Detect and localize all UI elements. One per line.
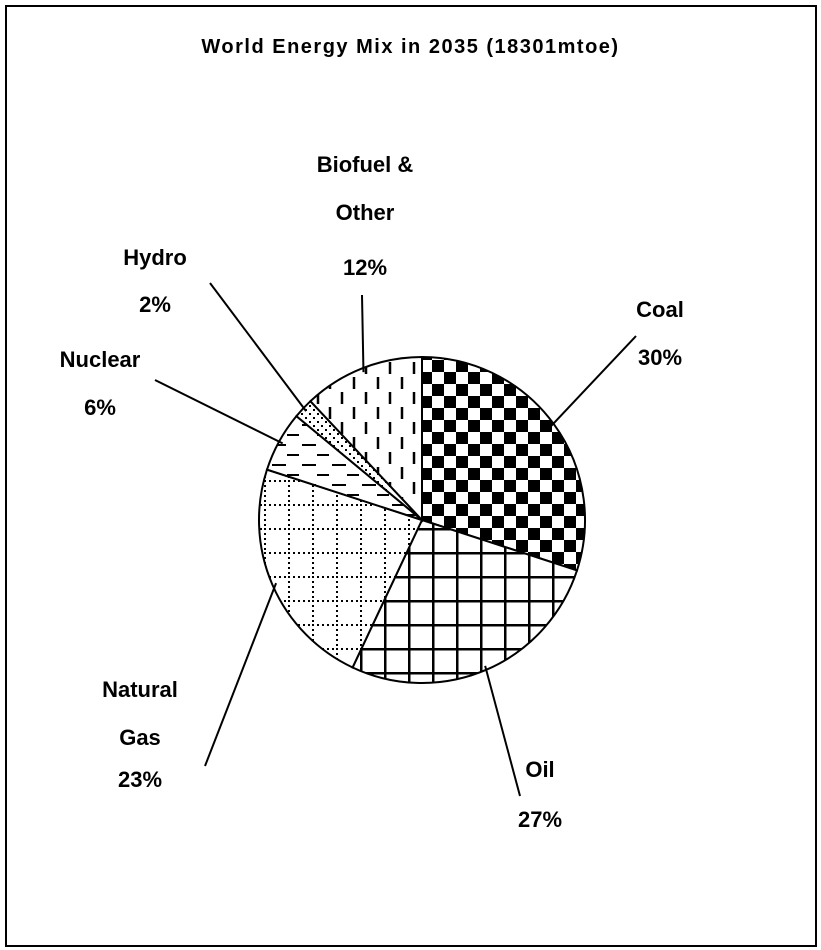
leader-line — [154, 379, 284, 445]
leader-line — [209, 282, 307, 412]
leader-line — [484, 665, 521, 797]
chart-frame — [5, 5, 817, 947]
pie-slice — [258, 468, 424, 669]
pie-slice — [309, 355, 423, 523]
slice-label: Biofuel & Other — [316, 152, 414, 225]
leader-line — [361, 294, 365, 373]
value-label: 23% — [117, 767, 163, 792]
leader-line — [549, 335, 637, 428]
value-label: 27% — [517, 807, 563, 832]
leader-line — [204, 582, 278, 767]
slice-label: Hydro — [123, 245, 187, 270]
chart-title: World Energy Mix in 2035 (18301mtoe) — [201, 36, 620, 58]
value-label: 30% — [637, 345, 683, 370]
value-label: 12% — [342, 255, 388, 280]
value-label: 2% — [139, 292, 171, 317]
slice-label: Natural Gas — [102, 677, 178, 750]
slice-label: Nuclear — [59, 347, 141, 372]
slice-label: Coal — [636, 297, 684, 322]
value-label: 6% — [84, 395, 116, 420]
slice-label: Oil — [525, 757, 555, 782]
